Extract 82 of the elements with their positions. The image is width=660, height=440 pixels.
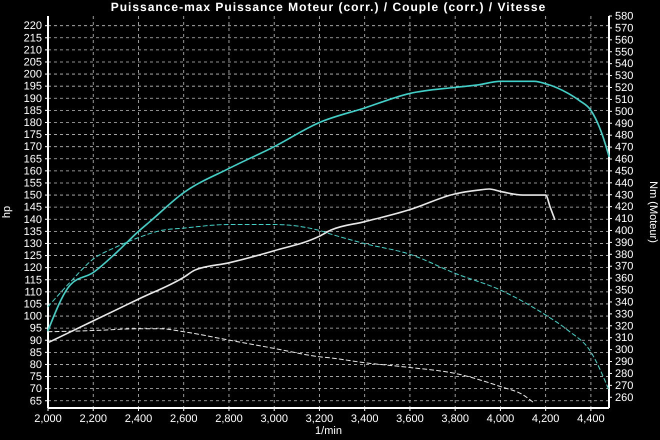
y2-tick-label: 420 — [615, 201, 634, 214]
y-tick-label: 80 — [30, 358, 42, 371]
y-tick-label: 100 — [24, 310, 42, 323]
y-tick-label: 215 — [24, 32, 42, 44]
y2-tick-label: 350 — [615, 284, 634, 297]
y2-tick-label: 440 — [615, 177, 634, 190]
y2-tick-label: 550 — [615, 46, 634, 58]
y-tick-label: 195 — [24, 80, 42, 93]
y2-tick-label: 290 — [615, 356, 634, 368]
y2-tick-label: 360 — [615, 272, 634, 285]
y2-tick-label: 540 — [615, 58, 634, 70]
y2-tick-label: 490 — [615, 118, 634, 130]
y-tick-label: 110 — [24, 286, 42, 298]
y-tick-label: 175 — [24, 129, 42, 142]
y2-tick-label: 260 — [615, 392, 634, 404]
y-tick-label: 150 — [24, 190, 42, 202]
x-tick-label: 4,400 — [577, 412, 605, 425]
y-tick-label: 200 — [24, 68, 42, 81]
y2-tick-label: 330 — [615, 308, 634, 320]
y-tick-label: 105 — [24, 298, 42, 310]
y-tick-label: 65 — [30, 395, 42, 408]
y2-tick-label: 340 — [615, 296, 634, 308]
y2-tick-label: 430 — [615, 189, 634, 202]
y2-tick-label: 500 — [615, 106, 634, 118]
y2-tick-label: 310 — [615, 332, 634, 344]
y-tick-label: 185 — [24, 104, 42, 117]
y2-tick-label: 450 — [615, 165, 634, 178]
y-tick-label: 145 — [24, 202, 42, 214]
y2-tick-label: 320 — [615, 320, 634, 332]
x-tick-label: 3,400 — [350, 412, 378, 425]
y-axis-title: hp — [1, 206, 13, 218]
y2-tick-label: 280 — [615, 368, 634, 380]
y-tick-label: 170 — [24, 141, 42, 154]
y2-tick-label: 570 — [615, 22, 634, 34]
y2-tick-label: 380 — [615, 248, 634, 261]
y2-tick-label: 580 — [615, 10, 634, 23]
x-tick-label: 3,000 — [260, 412, 288, 425]
y-tick-label: 135 — [24, 226, 42, 238]
y2-tick-label: 270 — [615, 380, 634, 392]
y-tick-label: 70 — [30, 383, 42, 396]
y-tick-label: 160 — [24, 165, 42, 178]
x-tick-label: 2,800 — [215, 412, 243, 425]
y-tick-label: 205 — [24, 56, 42, 68]
y-tick-label: 130 — [24, 238, 42, 250]
y-tick-label: 90 — [30, 334, 42, 347]
y-tick-label: 155 — [24, 177, 42, 190]
y-tick-label: 180 — [24, 116, 42, 129]
y-tick-label: 95 — [30, 322, 42, 335]
y2-tick-label: 520 — [615, 82, 634, 94]
y2-tick-label: 510 — [615, 94, 634, 106]
y2-tick-label: 560 — [615, 34, 634, 46]
y2-tick-label: 300 — [615, 344, 634, 356]
y-tick-label: 220 — [24, 20, 42, 32]
y2-tick-label: 370 — [615, 260, 634, 273]
x-tick-label: 2,000 — [34, 412, 62, 425]
x-tick-label: 4,000 — [486, 412, 514, 425]
x-tick-label: 4,200 — [532, 412, 560, 425]
y2-tick-label: 410 — [615, 213, 634, 226]
x-tick-label: 2,600 — [170, 412, 198, 425]
x-axis-title: 1/min — [315, 425, 342, 437]
x-tick-label: 2,400 — [124, 412, 152, 425]
x-tick-label: 3,200 — [306, 412, 334, 425]
x-tick-label: 2,200 — [79, 412, 108, 425]
y-tick-label: 140 — [24, 214, 42, 226]
y2-tick-label: 480 — [615, 130, 634, 142]
y2-axis-title: Nm (Moteur) — [647, 181, 659, 243]
y-tick-label: 115 — [24, 274, 42, 286]
y2-tick-label: 460 — [615, 154, 634, 166]
y-tick-label: 75 — [30, 371, 42, 384]
y-tick-label: 210 — [24, 44, 42, 56]
x-tick-label: 3,800 — [441, 412, 469, 425]
x-tick-label: 3,600 — [396, 412, 424, 425]
y2-tick-label: 390 — [615, 236, 634, 249]
y-tick-label: 85 — [30, 346, 42, 359]
y-tick-label: 190 — [24, 92, 42, 105]
y-tick-label: 165 — [24, 153, 42, 166]
y2-tick-label: 470 — [615, 142, 634, 154]
y-tick-label: 120 — [24, 262, 42, 274]
y-tick-label: 125 — [24, 250, 42, 262]
chart-title: Puissance-max Puissance Moteur (corr.) / Couple (corr.) / Vitesse — [110, 0, 546, 14]
y2-tick-label: 400 — [615, 224, 634, 237]
y2-tick-label: 530 — [615, 70, 634, 82]
